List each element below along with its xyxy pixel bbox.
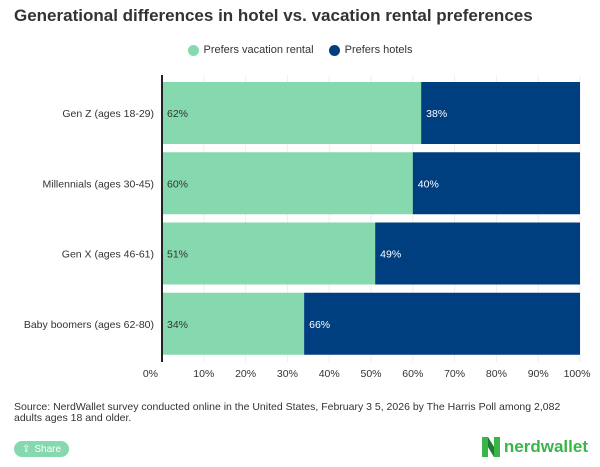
bar-hotels (304, 292, 580, 355)
logo-text: nerdwallet (503, 437, 588, 456)
logo-mark-icon (481, 437, 500, 457)
data-label: 38% (426, 108, 447, 120)
x-tick-label: 10% (193, 368, 214, 380)
bar-vacation-rental (162, 222, 376, 285)
data-label: 51% (167, 249, 188, 261)
legend-item-vacation-rental: Prefers vacation rental (187, 44, 314, 56)
data-label: 34% (167, 319, 188, 331)
chart-plot: 0% 10% 20% 30% 40% 50% 60% 70% 80% 90% 100% Gen Z (… (24, 75, 591, 380)
category-label: Millennials (ages 30-45) (43, 178, 154, 190)
legend-swatch (328, 44, 340, 56)
category-label: Gen X (ages 46-61) (62, 249, 154, 261)
data-label: 60% (167, 178, 188, 190)
share-label: Share (34, 443, 62, 455)
category-label: Baby boomers (ages 62-80) (24, 319, 154, 331)
x-tick-label: 70% (444, 368, 465, 380)
x-tick-label: 0% (143, 368, 158, 380)
share-icon: ⇪ (21, 443, 31, 455)
bar-vacation-rental (162, 82, 422, 144)
source-note: Source: NerdWallet survey conducted onli… (14, 401, 561, 424)
legend: Prefers vacation rental Prefers hotels (0, 44, 600, 59)
x-tick-label: 30% (277, 368, 298, 380)
legend-label: Prefers hotels (344, 44, 413, 56)
data-label: 66% (309, 319, 330, 331)
x-tick-label: 100% (564, 368, 591, 380)
bar-vacation-rental (162, 292, 305, 355)
share-button[interactable]: ⇪ Share (14, 441, 69, 457)
bar-hotels (421, 82, 580, 144)
legend-item-hotels: Prefers hotels (328, 44, 413, 56)
legend-swatch (187, 44, 199, 56)
category-label: Gen Z (ages 18-29) (62, 108, 154, 120)
data-label: 40% (418, 178, 439, 190)
x-tick-label: 90% (528, 368, 549, 380)
data-label: 62% (167, 108, 188, 120)
data-label: 49% (380, 249, 401, 261)
x-tick-label: 20% (235, 368, 256, 380)
x-tick-label: 60% (402, 368, 423, 380)
chart-title: Generational differences in hotel vs. va… (14, 6, 533, 25)
legend-label: Prefers vacation rental (203, 44, 314, 56)
x-tick-label: 40% (319, 368, 340, 380)
nerdwallet-logo: nerdwallet (481, 437, 588, 457)
x-tick-label: 50% (360, 368, 381, 380)
bar-hotels (412, 152, 580, 215)
x-tick-label: 80% (486, 368, 507, 380)
bar-vacation-rental (162, 152, 413, 215)
bar-hotels (375, 222, 580, 285)
